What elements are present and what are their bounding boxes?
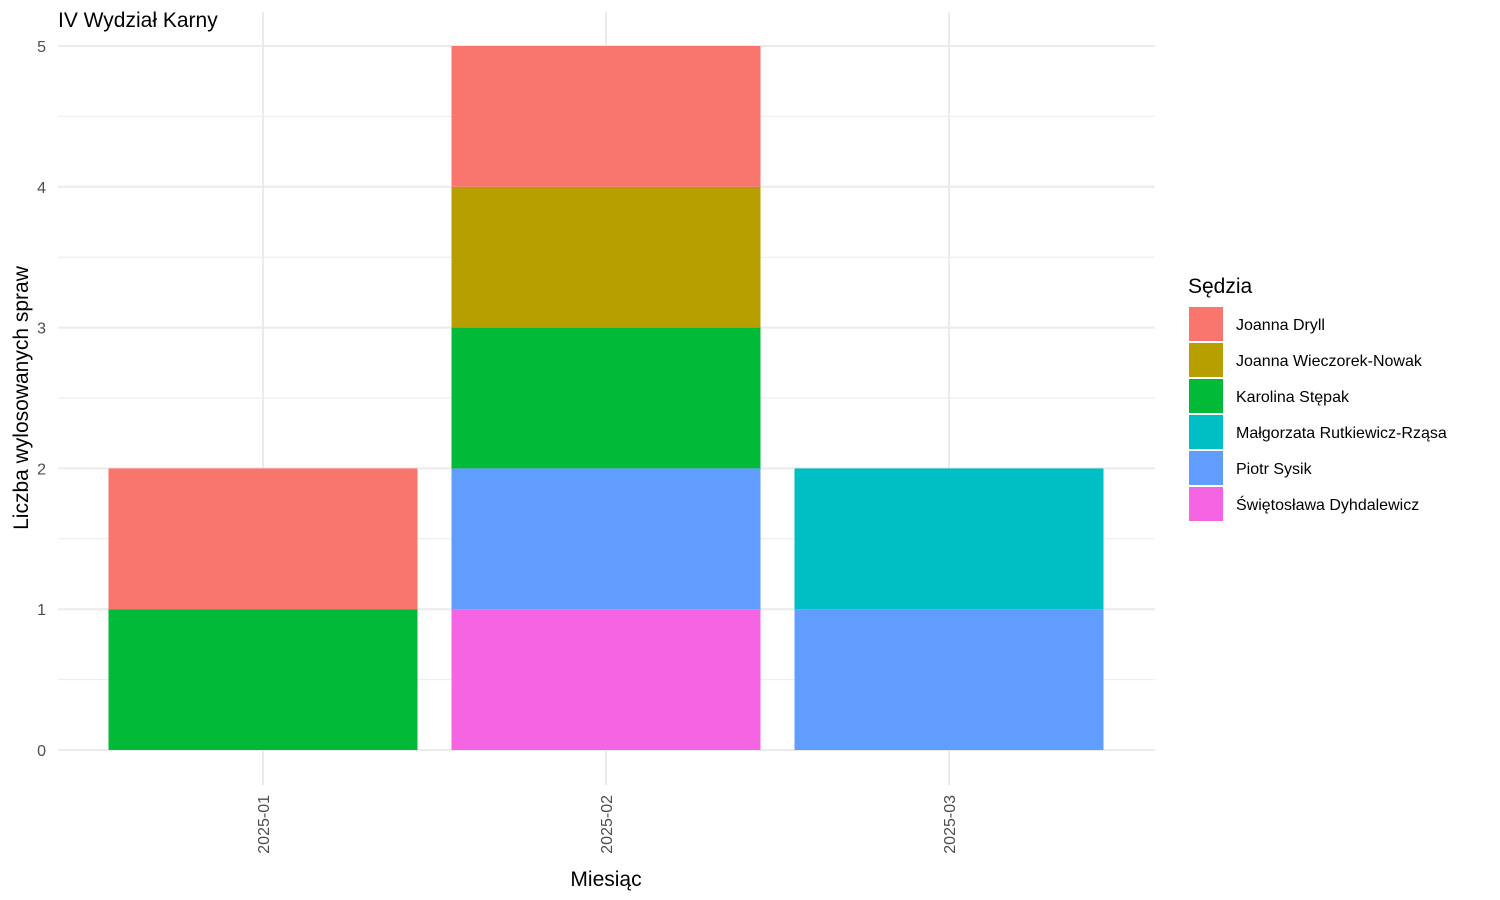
y-tick-label: 2 xyxy=(37,461,46,478)
y-tick-label: 4 xyxy=(37,180,46,197)
bars-layer xyxy=(108,46,1104,750)
y-tick-label: 1 xyxy=(37,602,46,619)
y-tick-labels: 0 1 2 3 4 5 xyxy=(37,39,46,760)
bar-segment xyxy=(451,468,761,610)
x-axis-title: Miesiąc xyxy=(570,868,641,891)
bar-segment xyxy=(451,46,761,187)
legend-title: Sędzia xyxy=(1188,275,1253,298)
x-tick-labels: 2025-01 2025-02 2025-03 xyxy=(256,795,959,854)
legend-swatch xyxy=(1189,487,1223,521)
legend-swatch xyxy=(1189,307,1223,341)
x-tick-label: 2025-01 xyxy=(256,795,273,854)
legend-swatch xyxy=(1189,451,1223,485)
y-tick-label: 0 xyxy=(37,743,46,760)
legend-items: Joanna Dryll Joanna Wieczorek-Nowak Karoli… xyxy=(1189,307,1447,521)
chart-title: IV Wydział Karny xyxy=(58,9,218,32)
legend-swatch xyxy=(1189,343,1223,377)
x-tick-label: 2025-03 xyxy=(942,795,959,854)
bar-segment xyxy=(108,468,418,610)
legend-label: Piotr Sysik xyxy=(1236,461,1313,478)
bar-segment xyxy=(451,609,761,750)
bar-segment xyxy=(794,468,1104,610)
legend-swatch xyxy=(1189,415,1223,449)
y-axis-title: Liczba wylosowanych spraw xyxy=(10,265,33,530)
legend-label: Karolina Stępak xyxy=(1236,389,1350,406)
bar-segment xyxy=(108,609,418,750)
bar-segment xyxy=(451,186,761,328)
legend-label: Małgorzata Rutkiewicz-Rząsa xyxy=(1236,425,1447,442)
x-tick-label: 2025-02 xyxy=(599,795,616,854)
y-tick-label: 3 xyxy=(37,321,46,338)
legend-swatch xyxy=(1189,379,1223,413)
y-tick-label: 5 xyxy=(37,39,46,56)
legend-label: Joanna Dryll xyxy=(1236,317,1325,334)
bar-segment xyxy=(794,609,1104,750)
legend-label: Świętosława Dyhdalewicz xyxy=(1236,495,1419,514)
bar-segment xyxy=(451,327,761,469)
legend-label: Joanna Wieczorek-Nowak xyxy=(1236,353,1423,370)
legend: Sędzia Joanna Dryll Joanna Wieczorek-Nowa… xyxy=(1188,275,1447,521)
